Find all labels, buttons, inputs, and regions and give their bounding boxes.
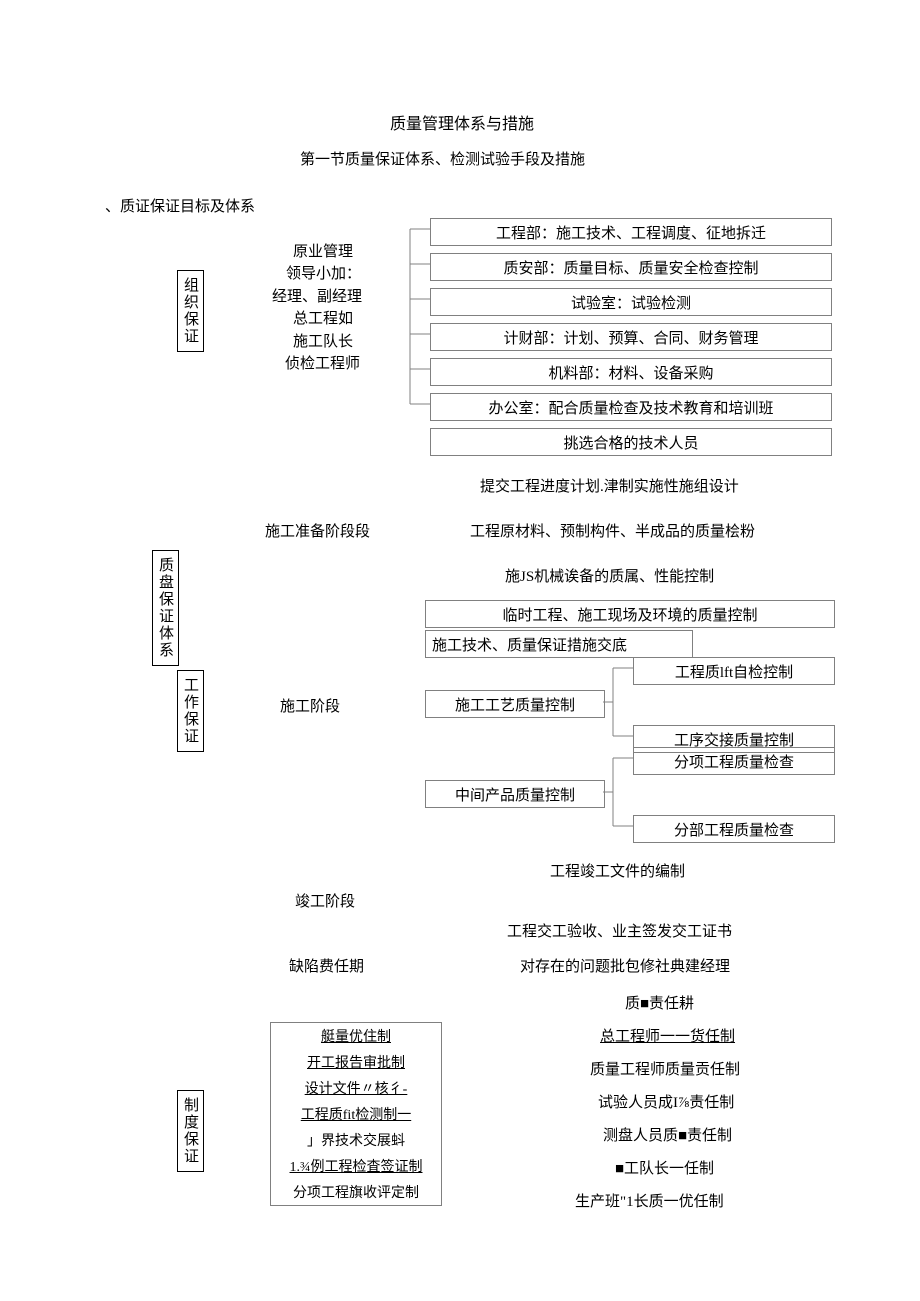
sys-right-6: 生产班"1长质一优任制	[575, 1190, 724, 1211]
mid-sub2-box: 分部工程质量检查	[633, 815, 835, 843]
dept-box-5: 办公室：配合质量检查及技术教育和培训班	[430, 393, 832, 421]
sys-left-5: 1.¾例工程检査签证制	[271, 1153, 441, 1179]
prep-item-1: 工程原材料、预制构件、半成品的质量桧粉	[470, 520, 755, 541]
sys-left-1: 开工报告审批制	[271, 1049, 441, 1075]
dept-box-2: 试验室：试验检测	[430, 288, 832, 316]
sys-right-2: 质量工程师质量贡任制	[590, 1058, 740, 1079]
env-box: 临时工程、施工现场及环境的质量控制	[425, 600, 835, 628]
dept-box-1: 质安部：质量目标、质量安全检查控制	[430, 253, 832, 281]
mid-product-box: 中间产品质量控制	[425, 780, 605, 808]
prep-phase-label: 施工准备阶段段	[265, 520, 370, 541]
completion-phase-label: 竣工阶段	[295, 890, 355, 911]
sys-left-0: 艇量优住制	[271, 1023, 441, 1049]
system-left-box: 艇量优住制 开工报告审批制 设计文件〃核彳- 工程质fit检测制一 」界技术交展…	[270, 1022, 442, 1206]
leader-line-0: 原业管理	[293, 240, 353, 261]
leader-line-2: 经理、副经理	[272, 285, 362, 306]
sys-right-4: 测盘人员质■责任制	[603, 1124, 732, 1145]
sys-left-4: 」界技术交展蚪	[271, 1127, 441, 1153]
tech-box: 施工技术、质量保证措施交底	[425, 630, 693, 658]
leader-line-1: 领导小加：	[286, 262, 361, 283]
dept-box-3: 计财部：计划、预算、合同、财务管理	[430, 323, 832, 351]
mid-sub1-box: 分项工程质量检查	[633, 747, 835, 775]
defect-item: 对存在的问题批包修社典建经理	[520, 955, 730, 976]
defect-phase-label: 缺陷费任期	[289, 955, 364, 976]
vlabel-quality-system: 质盘保证体系	[152, 550, 179, 666]
dept-box-0: 工程部：施工技术、工程调度、征地拆迁	[430, 218, 832, 246]
dept-box-6: 挑选合格的技术人员	[430, 428, 832, 456]
craft-control-box: 施工工艺质量控制	[425, 690, 605, 718]
sys-right-1: 总工程师一一货任制	[600, 1025, 735, 1046]
vlabel-org-guarantee: 组织保证	[177, 270, 204, 352]
completion-item-0: 工程竣工文件的编制	[550, 860, 685, 881]
main-title: 质量管理体系与措施	[390, 110, 534, 134]
sys-right-5: ■工队长一任制	[615, 1157, 714, 1178]
sys-right-3: 试验人员成I⅞责任制	[598, 1091, 734, 1112]
sys-left-3: 工程质fit检测制一	[271, 1101, 441, 1127]
construction-phase-label: 施工阶段	[280, 695, 340, 716]
prep-item-2: 施JS机械诶备的质属、性能控制	[505, 565, 714, 586]
leader-line-4: 施工队长	[293, 330, 353, 351]
subtitle: 第一节质量保证体系、检测试验手段及措施	[300, 148, 585, 169]
sys-right-0: 质■责任耕	[625, 992, 694, 1013]
dept-box-4: 机料部：材料、设备采购	[430, 358, 832, 386]
section-heading: 、质证保证目标及体系	[105, 195, 255, 216]
sys-left-6: 分项工程旗收评定制	[271, 1179, 441, 1205]
prep-item-0: 提交工程进度计划.津制实施性施组设计	[480, 475, 739, 496]
craft-sub1-box: 工程质lft自检控制	[633, 657, 835, 685]
sys-left-2: 设计文件〃核彳-	[271, 1075, 441, 1101]
page-root: 质量管理体系与措施 第一节质量保证体系、检测试验手段及措施 、质证保证目标及体系…	[0, 0, 920, 1301]
leader-line-3: 总工程如	[293, 307, 353, 328]
vlabel-system-guarantee: 制度保证	[177, 1090, 204, 1172]
completion-item-1: 工程交工验收、业主签发交工证书	[507, 920, 732, 941]
leader-line-5: 侦检工程师	[285, 352, 360, 373]
vlabel-work-guarantee: 工作保证	[177, 670, 204, 752]
